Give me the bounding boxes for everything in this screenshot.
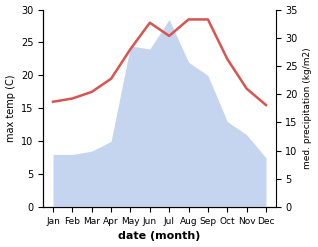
Y-axis label: max temp (C): max temp (C) [5, 75, 16, 142]
X-axis label: date (month): date (month) [118, 231, 201, 242]
Y-axis label: med. precipitation (kg/m2): med. precipitation (kg/m2) [303, 48, 313, 169]
